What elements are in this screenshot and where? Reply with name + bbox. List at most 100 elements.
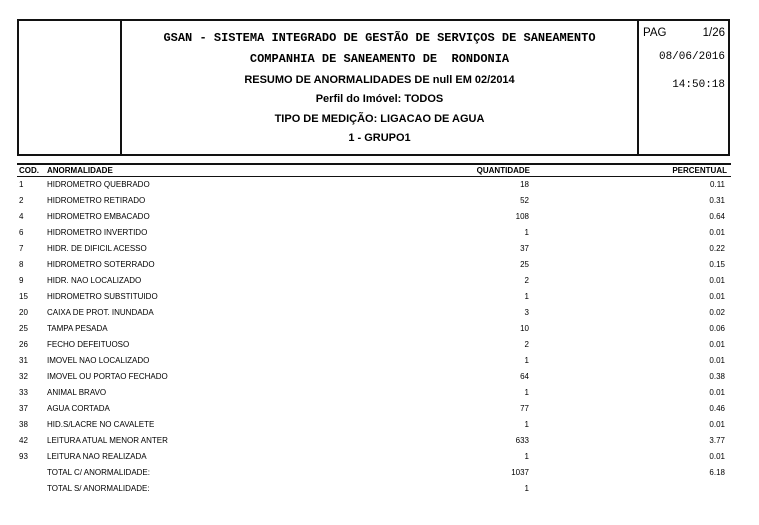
row-percentual: 0.01 <box>709 276 725 285</box>
row-code: 26 <box>19 340 28 349</box>
column-header-quantidade: QUANTIDADE <box>476 166 530 175</box>
row-percentual: 3.77 <box>709 436 725 445</box>
table-row: TOTAL C/ ANORMALIDADE: 1037 6.18 <box>17 466 731 482</box>
row-percentual: 0.01 <box>709 292 725 301</box>
table-row: 37 AGUA CORTADA 77 0.46 <box>17 402 731 418</box>
row-quantidade: 18 <box>520 180 529 189</box>
table-row: 8 HIDROMETRO SOTERRADO 25 0.15 <box>17 258 731 274</box>
row-anormalidade: IMOVEL NAO LOCALIZADO <box>47 356 150 365</box>
row-anormalidade: HIDR. DE DIFICIL ACESSO <box>47 244 147 253</box>
row-percentual: 0.01 <box>709 420 725 429</box>
row-anormalidade: CAIXA DE PROT. INUNDADA <box>47 308 154 317</box>
row-quantidade: 2 <box>524 276 529 285</box>
row-code: 9 <box>19 276 24 285</box>
report-titles: GSAN - SISTEMA INTEGRADO DE GESTÃO DE SE… <box>122 21 637 154</box>
column-header-cod: COD. <box>19 166 39 175</box>
table-row: TOTAL S/ ANORMALIDADE: 1 <box>17 482 731 498</box>
page-label: PAG <box>643 27 667 39</box>
table-row: 4 HIDROMETRO EMBACADO 108 0.64 <box>17 210 731 226</box>
report-title: RESUMO DE ANORMALIDADES DE null EM 02/20… <box>244 73 515 86</box>
table-header-row: COD. ANORMALIDADE QUANTIDADE PERCENTUAL <box>17 165 731 176</box>
row-code: 38 <box>19 420 28 429</box>
row-quantidade: 77 <box>520 404 529 413</box>
row-anormalidade: HIDROMETRO EMBACADO <box>47 212 150 221</box>
row-quantidade: 1 <box>524 292 529 301</box>
row-code: 42 <box>19 436 28 445</box>
table-row: 26 FECHO DEFEITUOSO 2 0.01 <box>17 338 731 354</box>
row-quantidade: 1 <box>524 452 529 461</box>
row-percentual: 0.15 <box>709 260 725 269</box>
row-anormalidade: IMOVEL OU PORTAO FECHADO <box>47 372 168 381</box>
table-row: 9 HIDR. NAO LOCALIZADO 2 0.01 <box>17 274 731 290</box>
org-title-line1: GSAN - SISTEMA INTEGRADO DE GESTÃO DE SE… <box>163 30 596 45</box>
row-anormalidade: HIDROMETRO QUEBRADO <box>47 180 150 189</box>
row-percentual: 0.01 <box>709 388 725 397</box>
table-header-rule <box>17 176 731 177</box>
row-anormalidade: TOTAL C/ ANORMALIDADE: <box>47 468 150 477</box>
row-percentual: 0.46 <box>709 404 725 413</box>
row-quantidade: 633 <box>515 436 529 445</box>
row-code: 25 <box>19 324 28 333</box>
table-row: 1 HIDROMETRO QUEBRADO 18 0.11 <box>17 178 731 194</box>
row-anormalidade: TAMPA PESADA <box>47 324 108 333</box>
row-code: 31 <box>19 356 28 365</box>
page-number: 1/26 <box>702 27 725 39</box>
row-percentual: 0.38 <box>709 372 725 381</box>
table-row: 15 HIDROMETRO SUBSTITUIDO 1 0.01 <box>17 290 731 306</box>
row-quantidade: 1037 <box>511 468 529 477</box>
measurement-type-line: TIPO DE MEDIÇÃO: LIGACAO DE AGUA <box>274 112 485 125</box>
row-quantidade: 108 <box>515 212 529 221</box>
table-row: 32 IMOVEL OU PORTAO FECHADO 64 0.38 <box>17 370 731 386</box>
row-anormalidade: LEITURA NAO REALIZADA <box>47 452 147 461</box>
row-quantidade: 3 <box>524 308 529 317</box>
report-date: 08/06/2016 <box>658 51 725 63</box>
row-quantidade: 1 <box>524 356 529 365</box>
row-quantidade: 37 <box>520 244 529 253</box>
row-code: 32 <box>19 372 28 381</box>
group-line: 1 - GRUPO1 <box>348 132 411 145</box>
row-code: 1 <box>19 180 24 189</box>
row-quantidade: 1 <box>524 484 529 493</box>
page-number-row: PAG 1/26 <box>643 27 725 39</box>
row-code: 20 <box>19 308 28 317</box>
row-anormalidade: HIDR. NAO LOCALIZADO <box>47 276 142 285</box>
table-top-rule <box>17 163 731 165</box>
row-anormalidade: HID.S/LACRE NO CAVALETE <box>47 420 155 429</box>
row-percentual: 0.02 <box>709 308 725 317</box>
row-percentual: 0.01 <box>709 452 725 461</box>
row-anormalidade: FECHO DEFEITUOSO <box>47 340 130 349</box>
row-code: 33 <box>19 388 28 397</box>
table-row: 33 ANIMAL BRAVO 1 0.01 <box>17 386 731 402</box>
row-code: 4 <box>19 212 24 221</box>
row-anormalidade: TOTAL S/ ANORMALIDADE: <box>47 484 150 493</box>
row-anormalidade: HIDROMETRO SOTERRADO <box>47 260 155 269</box>
row-anormalidade: ANIMAL BRAVO <box>47 388 107 397</box>
table-body: 1 HIDROMETRO QUEBRADO 18 0.11 2 HIDROMETRO RE… <box>17 178 731 498</box>
report-header-box: GSAN - SISTEMA INTEGRADO DE GESTÃO DE SE… <box>17 19 730 156</box>
row-code: 6 <box>19 228 24 237</box>
row-anormalidade: HIDROMETRO INVERTIDO <box>47 228 148 237</box>
table-row: 7 HIDR. DE DIFICIL ACESSO 37 0.22 <box>17 242 731 258</box>
row-anormalidade: LEITURA ATUAL MENOR ANTER <box>47 436 168 445</box>
row-code: 8 <box>19 260 24 269</box>
report-time: 14:50:18 <box>672 79 725 91</box>
logo-placeholder <box>19 21 122 154</box>
table-row: 25 TAMPA PESADA 10 0.06 <box>17 322 731 338</box>
page-info-cell: PAG 1/26 08/06/2016 14:50:18 <box>637 21 728 154</box>
row-percentual: 0.11 <box>710 180 725 189</box>
table-row: 93 LEITURA NAO REALIZADA 1 0.01 <box>17 450 731 466</box>
table-row: 31 IMOVEL NAO LOCALIZADO 1 0.01 <box>17 354 731 370</box>
row-anormalidade: AGUA CORTADA <box>47 404 110 413</box>
row-percentual: 0.31 <box>709 196 725 205</box>
row-quantidade: 1 <box>524 420 529 429</box>
column-header-percentual: PERCENTUAL <box>672 166 727 175</box>
row-code: 37 <box>19 404 28 413</box>
row-anormalidade: HIDROMETRO SUBSTITUIDO <box>47 292 158 301</box>
table-row: 2 HIDROMETRO RETIRADO 52 0.31 <box>17 194 731 210</box>
table-row: 38 HID.S/LACRE NO CAVALETE 1 0.01 <box>17 418 731 434</box>
row-percentual: 0.64 <box>709 212 725 221</box>
row-quantidade: 25 <box>520 260 529 269</box>
row-quantidade: 2 <box>524 340 529 349</box>
row-percentual: 0.01 <box>709 356 725 365</box>
row-code: 15 <box>19 292 28 301</box>
